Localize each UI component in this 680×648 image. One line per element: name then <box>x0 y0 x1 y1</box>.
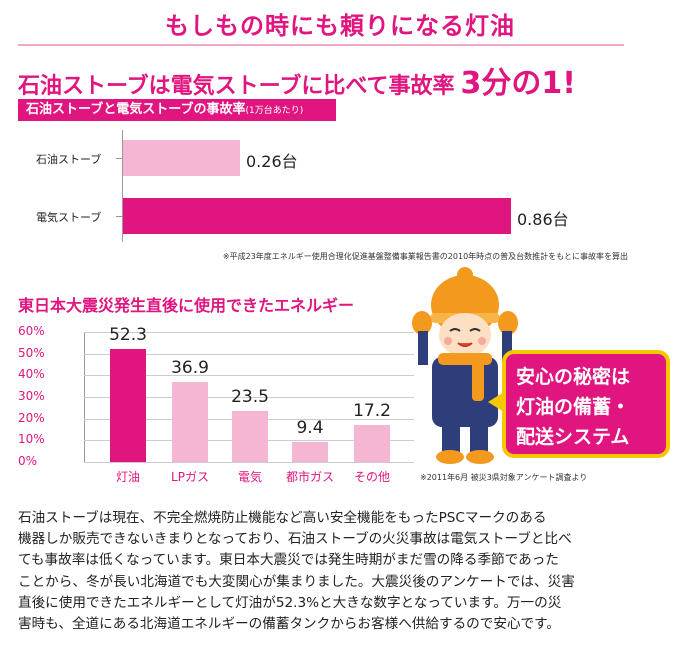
title-divider <box>18 44 624 46</box>
energy-chart-y-tick-label: 0% <box>18 454 38 468</box>
energy-chart-category-label: 電気 <box>237 470 262 484</box>
energy-chart-y-tick-label: 40% <box>18 367 45 382</box>
accident-chart-unit: (1万台あたり) <box>245 106 304 116</box>
energy-chart-category-label: その他 <box>353 470 390 484</box>
mascot-illustration <box>412 267 518 464</box>
accident-chart-bar <box>123 140 240 176</box>
accident-chart-title-band: 石油ストーブと電気ストーブの事故率(1万台あたり) <box>18 99 336 121</box>
body-line: ても事故率は低くなっています。東日本大震災では発生時期がまだ雪の降る季節であった <box>18 552 559 569</box>
energy-chart-gridline <box>84 375 414 377</box>
accident-chart-value-label: 0.86台 <box>517 210 569 229</box>
energy-usage-chart: 60% 50% 40% 30% 20% 10% 0% 52.3 灯油 36.9 LPガス 23.5 電気… <box>0 318 420 493</box>
headline: 石油ストーブは電気ストーブに比べて事故率 3分の1! <box>18 58 576 102</box>
energy-chart-category-label: 灯油 <box>115 470 140 484</box>
accident-chart-axis <box>122 130 123 242</box>
body-line: 石油ストーブは現在、不完全燃焼防止機能など高い安全機能をもったPSCマークのある <box>18 510 547 526</box>
energy-chart-value-label: 9.4 <box>296 417 324 438</box>
accident-chart-tick <box>116 216 122 217</box>
accident-chart-tick <box>116 158 122 159</box>
body-line: 機器しか販売できないきまりとなっており、石油ストーブの火災事故は電気ストーブと比… <box>18 531 572 548</box>
energy-chart-category-label: LPガス <box>171 470 209 484</box>
page-title: もしもの時にも頼りになる灯油 <box>165 12 515 40</box>
energy-chart-title: 東日本大震災発生直後に使用できたエネルギー <box>18 296 355 315</box>
speech-bubble: 安心の秘密は 灯油の備蓄・ 配送システム <box>502 350 670 458</box>
energy-chart-value-label: 36.9 <box>171 358 209 379</box>
energy-chart-gridline <box>84 353 414 355</box>
energy-chart-y-tick-label: 60% <box>18 324 45 338</box>
energy-chart-category-label: 都市ガス <box>285 470 334 484</box>
accident-chart-category-label: 電気ストーブ <box>36 211 102 224</box>
energy-chart-value-label: 17.2 <box>353 400 391 421</box>
accident-chart-category-label: 石油ストーブ <box>36 153 102 166</box>
speech-bubble-tail <box>488 392 504 412</box>
energy-chart-bar <box>172 382 208 462</box>
energy-chart-bar <box>110 348 146 462</box>
energy-chart-value-label: 23.5 <box>231 387 269 408</box>
bubble-line: 灯油の備蓄・ <box>516 396 631 418</box>
energy-chart-gridline <box>84 462 414 463</box>
bubble-line: 配送システム <box>516 426 630 448</box>
headline-emphasis: 3分の1! <box>460 66 576 101</box>
energy-chart-bar <box>232 411 268 462</box>
accident-chart-bar <box>123 198 511 234</box>
accident-chart-value-label: 0.26台 <box>246 152 298 171</box>
accident-rate-chart: ※平成23年度エネルギー使用合理化促進基盤整備事業報告書の2010年時点の普及台… <box>0 122 680 272</box>
energy-chart-gridline <box>84 397 414 398</box>
energy-chart-bar <box>292 441 328 462</box>
headline-text: 石油ストーブは電気ストーブに比べて事故率 <box>18 74 455 99</box>
energy-chart-y-tick-label: 30% <box>18 389 45 403</box>
body-line: 害時も、全道にある北海道エネルギーの備蓄タンクからお客様へ供給するので安心です。 <box>18 616 560 633</box>
energy-chart-y-tick-label: 10% <box>18 432 45 447</box>
body-paragraph: 石油ストーブは現在、不完全燃焼防止機能など高い安全機能をもったPSCマークのある… <box>18 508 664 635</box>
energy-chart-bar <box>354 424 390 462</box>
body-line: ことから、冬が長い北海道でも大変関心が集まりました。大震災後のアンケートでは、災… <box>18 573 575 590</box>
body-line: 直後に使用できたエネルギーとして灯油が52.3%と大きな数字となっています。万一… <box>18 594 562 611</box>
energy-chart-y-tick-label: 50% <box>18 345 45 360</box>
energy-chart-gridline <box>84 332 414 333</box>
energy-chart-y-tick-label: 20% <box>18 410 45 425</box>
energy-chart-note: ※2011年6月 被災3県対象アンケート調査より <box>420 473 588 482</box>
accident-chart-title: 石油ストーブと電気ストーブの事故率 <box>26 102 246 117</box>
accident-chart-note: ※平成23年度エネルギー使用合理化促進基盤整備事業報告書の2010年時点の普及台… <box>222 252 628 261</box>
bubble-line: 安心の秘密は <box>516 366 631 388</box>
energy-chart-value-label: 52.3 <box>109 324 147 345</box>
